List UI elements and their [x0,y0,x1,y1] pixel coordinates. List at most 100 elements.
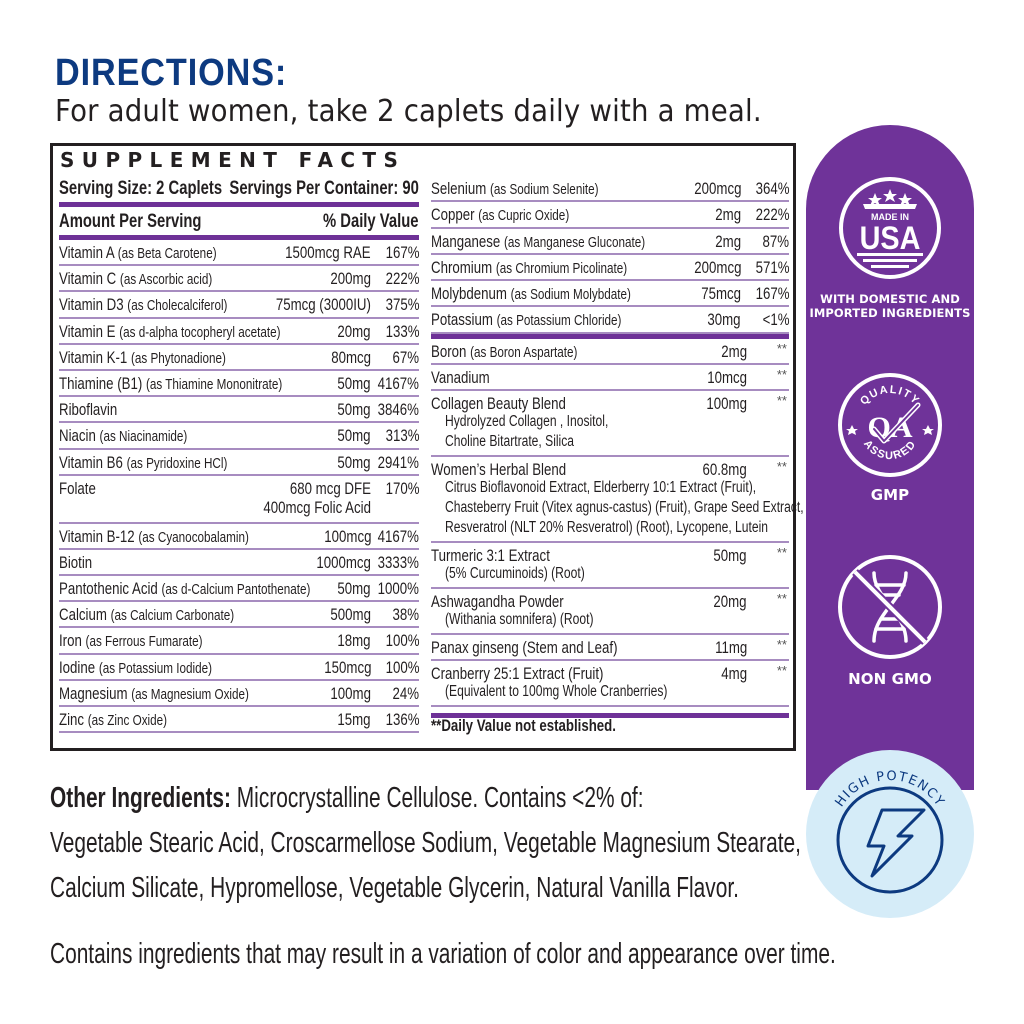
nutrient-daily-value: <1% [762,310,789,330]
nutrient-label: Vitamin E [59,321,116,341]
made-in-usa-icon: MADE IN USA [839,177,941,279]
daily-value-footnote: **Daily Value not established. [431,716,616,735]
nutrient-row: Iron (as Ferrous Fumarate) 18mg 100% [59,628,419,655]
blend-ingredients: (Withania somnifera) (Root) [445,610,594,628]
nutrient-daily-value: 170% [385,478,419,498]
nutrient-source: (as Calcium Carbonate) [110,607,235,625]
nutrient-amount: 50mg [337,373,371,393]
facts-right-column: Selenium (as Sodium Selenite) 200mcg 364% C… [431,176,804,718]
nutrient-daily-value: 364% [755,179,789,198]
nutrient-daily-value: 67% [392,347,419,367]
servings-per-container: Servings Per Container: 90 [229,178,419,199]
nutrient-label: Potassium [431,310,493,330]
nutrient-amount: 15mg [337,710,371,729]
nutrient-daily-value: 571% [755,257,789,277]
nutrient-row: Vitamin E (as d-alpha tocopheryl acetate… [59,319,419,345]
nutrient-amount: 200mg [330,269,371,289]
nutrient-daily-value: 24% [392,683,419,703]
serving-info: Serving Size: 2 Caplets Servings Per Con… [59,176,419,202]
nutrient-name: Zinc (as Zinc Oxide) [59,710,167,730]
nutrient-name: Calcium (as Calcium Carbonate) [59,605,234,625]
nutrient-source: (as Niacinamide) [99,428,188,446]
gmp-badge: QUALITY ASSURED QA GMP [806,371,974,503]
nutrient-row: Copper (as Cupric Oxide) 2mg 222% [431,202,789,229]
nutrient-label: Selenium [431,179,487,198]
daily-value-not-established: ** [776,340,787,356]
nutrient-source: (as Pyridoxine HCl) [126,454,228,472]
nutrient-name: Iron (as Ferrous Fumarate) [59,631,203,651]
nutrient-label: Niacin [59,426,96,446]
usa-label-line2: IMPORTED INGREDIENTS [809,306,971,320]
other-ingredients-line1: Microcrystalline Cellulose. Contains <2%… [236,782,644,814]
nutrient-source: (as Zinc Oxide) [87,712,168,729]
nutrient-label: Biotin [59,552,93,572]
nutrient-row: Collagen Beauty Blend 100mg ** Hydrolyzed C… [431,391,789,457]
nutrient-label: Vitamin B-12 [59,526,135,546]
nutrient-name: Riboflavin [59,400,117,420]
nutrient-source: (as Cyanocobalamin) [138,528,249,546]
nutrient-daily-value: 38% [392,605,419,625]
nutrient-source: (as Ascorbic acid) [119,271,213,289]
nutrient-name: Ashwagandha Powder [431,592,564,612]
blend-ingredients: Hydrolyzed Collagen , Inositol, [445,412,609,430]
daily-value-not-established: ** [776,544,787,560]
daily-value-not-established: ** [776,392,787,408]
nutrient-source: (as Cupric Oxide) [478,207,570,225]
nutrient-daily-value: 4167% [377,373,419,393]
nutrient-row: Ashwagandha Powder 20mg ** (Withania somnif… [431,589,789,635]
nutrient-name: Copper (as Cupric Oxide) [431,205,569,225]
supplement-facts-title: SUPPLEMENT FACTS [60,148,406,172]
nutrient-row: Pantothenic Acid (as d-Calcium Pantothen… [59,576,419,603]
nutrient-source: (as Sodium Selenite) [489,181,599,198]
nutrient-name: Biotin [59,553,92,573]
nutrient-label: Manganese [431,231,501,251]
nutrient-label: Turmeric 3:1 Extract [431,545,550,565]
nutrient-label: Calcium [59,605,107,625]
non-gmo-badge: NON GMO [806,553,974,687]
nutrient-source: (as Cholecalciferol) [127,297,228,315]
divider-thick [431,333,789,339]
facts-left-column: Serving Size: 2 Caplets Servings Per Con… [59,176,419,734]
nutrient-row: Potassium (as Potassium Chloride) 30mg <1% [431,307,789,334]
nutrient-name: Vitamin D3 (as Cholecalciferol) [59,295,227,315]
nutrient-amount: 200mcg [693,179,741,198]
nutrient-label: Thiamine (B1) [59,373,143,393]
nutrient-amount: 500mg [330,605,371,625]
nutrient-amount: 20mg [713,591,747,611]
nutrient-amount: 100mg [330,683,371,703]
nutrient-daily-value: 1000% [377,579,419,599]
nutrient-row: Women’s Herbal Blend 60.8mg ** Citrus Biofl… [431,457,804,543]
nutrient-label: Panax ginseng (Stem and Leaf) [431,637,618,657]
nutrient-source: (as Beta Carotene) [117,245,217,262]
color-variation-note: Contains ingredients that may result in … [50,938,836,970]
nutrient-name: Iodine (as Potassium Iodide) [59,658,212,678]
nutrient-daily-value: 167% [385,243,419,262]
nutrient-label: Vitamin C [59,269,117,289]
nutrient-row: Iodine (as Potassium Iodide) 150mcg 100% [59,655,419,681]
nutrient-source: (as Potassium Chloride) [496,312,622,330]
nutrient-daily-value: 2941% [377,452,419,472]
nutrient-amount: 100mcg [323,526,371,546]
nutrient-row: Vitamin K-1 (as Phytonadione) 80mcg 67% [59,345,419,371]
nutrient-daily-value: 167% [755,284,789,304]
nutrient-amount: 150mcg [323,657,371,677]
high-potency-badge: HIGH POTENCY [806,750,974,918]
nutrient-row: Folate 680 mcg DFE 400mcg Folic Acid 170% [59,476,419,524]
daily-value-not-established: ** [776,366,787,382]
nutrient-daily-value: 100% [385,631,419,651]
nutrient-source: (as d-Calcium Pantothenate) [161,581,311,599]
nutrient-row: Panax ginseng (Stem and Leaf) 11mg ** [431,635,789,661]
nutrient-amount: 10mcg [707,367,747,387]
nutrient-label: Vanadium [431,367,490,387]
other-ingredients-label: Other Ingredients: [50,782,231,814]
nutrient-amount: 2mg [715,205,741,225]
nutrient-source: (as Phytonadione) [130,349,226,367]
nutrient-amount-secondary: 400mcg Folic Acid [263,497,371,517]
nutrient-row: Vitamin A (as Beta Carotene) 1500mcg RAE 1… [59,240,419,267]
other-ingredients-line3: Calcium Silicate, Hypromellose, Vegetabl… [50,872,739,904]
nutrient-source: (as Thiamine Mononitrate) [145,375,283,393]
nutrient-daily-value: 100% [385,657,419,677]
nutrient-amount: 4mg [721,663,747,683]
nutrient-label: Copper [431,205,475,225]
amount-per-serving-header: Amount Per Serving [59,211,202,232]
